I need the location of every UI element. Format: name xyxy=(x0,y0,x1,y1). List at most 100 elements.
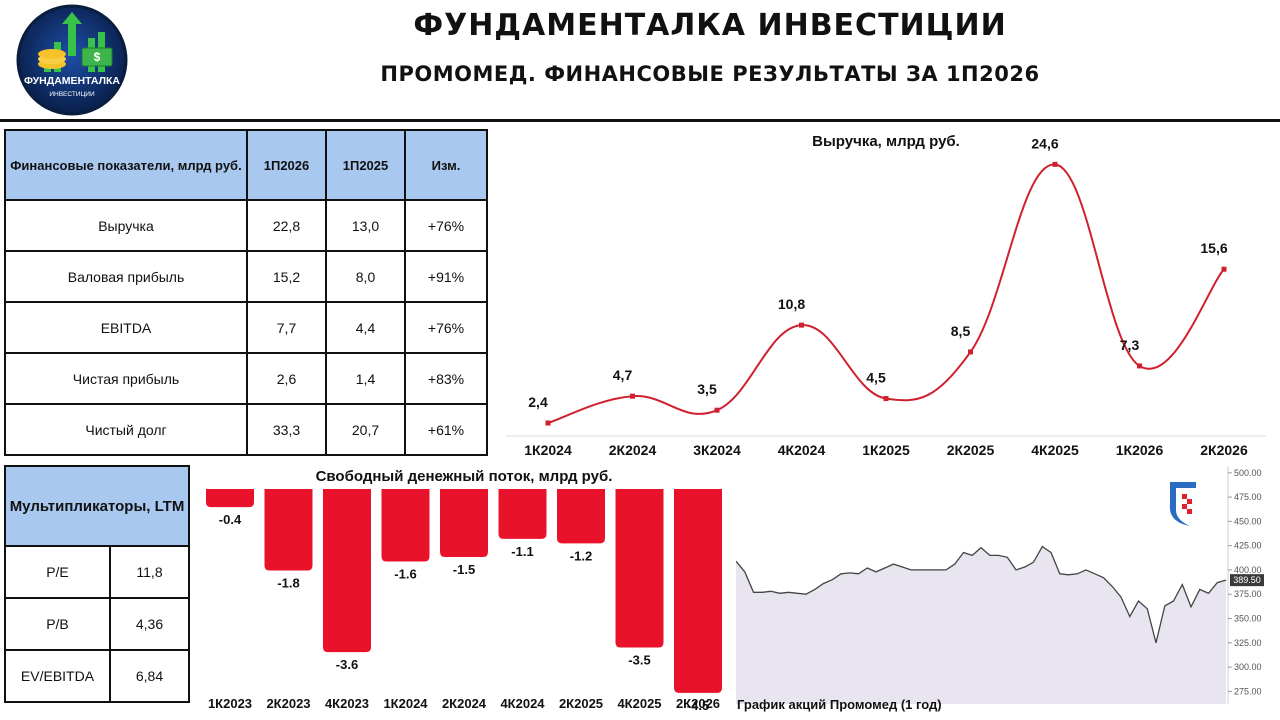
revenue-point xyxy=(630,393,635,399)
header-indicator: Финансовые показатели, млрд руб. xyxy=(4,129,248,201)
row-change: +76% xyxy=(404,301,488,354)
fcf-x-tick-label: 2К2024 xyxy=(442,696,487,711)
multiple-value: 11,8 xyxy=(109,545,190,599)
table-row: Чистый долг 33,3 20,7 +61% xyxy=(4,403,488,456)
revenue-chart-title: Выручка, млрд руб. xyxy=(812,133,960,150)
row-label: Чистая прибыль xyxy=(4,352,248,405)
revenue-data-label: 2,4 xyxy=(528,394,548,410)
fcf-bar xyxy=(674,489,722,693)
financial-table-header: Финансовые показатели, млрд руб. 1П2026 … xyxy=(4,129,488,201)
logo-text-2: ИНВЕСТИЦИИ xyxy=(49,91,95,98)
page-subtitle: ПРОМОМЕД. ФИНАНСОВЫЕ РЕЗУЛЬТАТЫ ЗА 1П202… xyxy=(380,62,1040,86)
revenue-data-label: 8,5 xyxy=(951,323,971,339)
row-value-current: 22,8 xyxy=(246,199,327,252)
fcf-x-tick-label: 4К2023 xyxy=(325,696,369,711)
fcf-x-tick-label: 2К2026 xyxy=(676,696,720,711)
fcf-data-label: -1.1 xyxy=(511,544,533,559)
fcf-x-tick-label: 2К2023 xyxy=(266,696,310,711)
table-row: EV/EBITDA 6,84 xyxy=(4,649,190,703)
fcf-x-tick-label: 4К2025 xyxy=(617,696,661,711)
row-value-previous: 20,7 xyxy=(325,403,406,456)
header-1p2025: 1П2025 xyxy=(325,129,406,201)
fcf-bar xyxy=(615,489,664,648)
multiple-value: 6,84 xyxy=(109,649,190,703)
revenue-data-label: 3,5 xyxy=(697,381,717,397)
revenue-x-tick-label: 4К2025 xyxy=(1031,442,1079,458)
table-row: Выручка 22,8 13,0 +76% xyxy=(4,199,488,252)
row-label: EBITDA xyxy=(4,301,248,354)
revenue-x-tick-label: 3К2024 xyxy=(693,442,741,458)
row-value-current: 2,6 xyxy=(246,352,327,405)
stock-price-line xyxy=(736,545,1227,643)
revenue-point xyxy=(799,322,804,328)
revenue-data-label: 4,5 xyxy=(866,370,886,386)
multiple-value: 4,36 xyxy=(109,597,190,651)
table-row: EBITDA 7,7 4,4 +76% xyxy=(4,301,488,354)
stock-chart-title: График акций Промомед (1 год) xyxy=(737,697,942,712)
row-value-current: 33,3 xyxy=(246,403,327,456)
fcf-chart: Свободный денежный поток, млрд руб. -0.4… xyxy=(206,468,722,713)
revenue-x-tick-label: 1К2024 xyxy=(524,442,572,458)
stock-y-tick-label: 425.00 xyxy=(1234,541,1262,551)
row-value-current: 7,7 xyxy=(246,301,327,354)
header-divider xyxy=(0,119,1280,122)
stock-y-tick-label: 500.00 xyxy=(1234,468,1262,478)
fcf-bar xyxy=(498,489,547,539)
row-label: Выручка xyxy=(4,199,248,252)
multiples-table: Мультипликаторы, LTM P/E 11,8 P/B 4,36 E… xyxy=(4,465,190,703)
financial-table: Финансовые показатели, млрд руб. 1П2026 … xyxy=(4,129,488,456)
fcf-data-label: -3.6 xyxy=(336,657,358,672)
table-row: P/E 11,8 xyxy=(4,545,190,599)
svg-text:$: $ xyxy=(94,50,101,64)
revenue-data-label: 4,7 xyxy=(613,367,633,383)
stock-last-price-label: 389.50 xyxy=(1233,575,1261,585)
revenue-x-tick-label: 2К2026 xyxy=(1200,442,1248,458)
stock-y-tick-label: 325.00 xyxy=(1234,638,1262,648)
fcf-bar xyxy=(323,489,371,653)
stock-area xyxy=(736,546,1226,704)
revenue-point xyxy=(1137,363,1142,369)
fcf-chart-title: Свободный денежный поток, млрд руб. xyxy=(316,468,613,485)
multiple-label: P/B xyxy=(4,597,111,651)
stock-y-tick-label: 350.00 xyxy=(1234,614,1262,624)
fcf-bar xyxy=(206,489,254,508)
logo-text-1: ФУНДАМЕНТАЛКА xyxy=(24,75,120,87)
multiple-label: EV/EBITDA xyxy=(4,649,111,703)
revenue-x-tick-label: 1К2025 xyxy=(862,442,910,458)
revenue-data-label: 10,8 xyxy=(778,296,805,312)
revenue-point xyxy=(883,396,889,402)
stock-last-price-badge xyxy=(1230,574,1264,587)
row-change: +61% xyxy=(404,403,488,456)
stock-y-tick-label: 475.00 xyxy=(1234,492,1262,502)
stock-y-tick-label: 275.00 xyxy=(1234,686,1262,696)
row-value-previous: 1,4 xyxy=(325,352,406,405)
stock-chart: 500.00 475.00 450.00 425.00 400.00 375.00 350.… xyxy=(736,466,1264,712)
revenue-data-label: 15,6 xyxy=(1200,240,1227,256)
fcf-data-label: -1.2 xyxy=(570,548,592,563)
multiples-header: Мультипликаторы, LTM xyxy=(4,465,190,547)
fcf-bar xyxy=(264,489,313,571)
fcf-x-tick-label: 1К2023 xyxy=(208,696,252,711)
stock-y-tick-label: 300.00 xyxy=(1234,662,1262,672)
stock-chart-brand-icon xyxy=(1169,482,1196,526)
multiples-table-header: Мультипликаторы, LTM xyxy=(4,465,190,547)
logo: $ ФУНДАМЕНТАЛКА ИНВЕСТИЦИИ xyxy=(16,4,128,116)
fcf-data-label: -3.5 xyxy=(628,653,650,668)
row-change: +83% xyxy=(404,352,488,405)
row-change: +76% xyxy=(404,199,488,252)
revenue-x-tick-label: 4К2024 xyxy=(778,442,826,458)
stock-y-tick-label: 375.00 xyxy=(1234,589,1262,599)
row-value-current: 15,2 xyxy=(246,250,327,303)
stock-y-tick-label: 450.00 xyxy=(1234,516,1262,526)
revenue-point xyxy=(968,349,973,355)
fcf-data-label: -1.8 xyxy=(277,576,299,591)
revenue-data-label: 24,6 xyxy=(1031,135,1058,151)
stock-y-tick-label: 400.00 xyxy=(1234,565,1262,575)
revenue-chart: Выручка, млрд руб. 2,4 1К2024 4,7 2К2024 3,5… xyxy=(506,133,1266,458)
row-label: Чистый долг xyxy=(4,403,248,456)
revenue-point xyxy=(545,420,551,426)
revenue-series-line xyxy=(547,163,1225,424)
table-row: P/B 4,36 xyxy=(4,597,190,651)
revenue-point xyxy=(714,407,720,413)
row-value-previous: 8,0 xyxy=(325,250,406,303)
